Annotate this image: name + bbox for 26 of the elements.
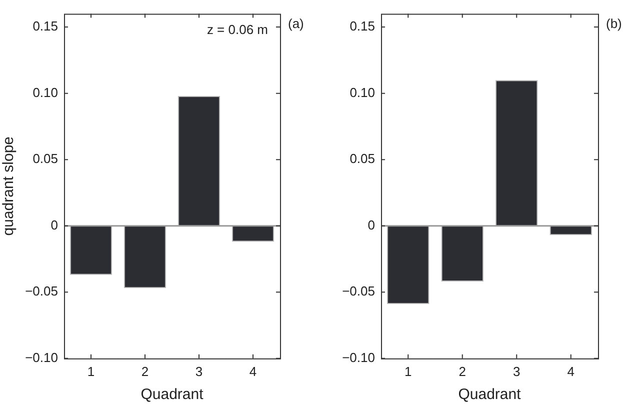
x-axis-title: Quadrant bbox=[458, 386, 522, 404]
x-tick-label: 3 bbox=[513, 364, 520, 379]
text: (a) bbox=[288, 16, 304, 31]
y-tick-label: 0 bbox=[368, 217, 375, 232]
x-tick-label: 1 bbox=[87, 364, 95, 379]
y-tick-label: −0.10 bbox=[342, 350, 375, 365]
x-tick-label: 2 bbox=[458, 364, 466, 379]
y-tick-label: 0 bbox=[50, 217, 58, 232]
y-tick-label: 0.10 bbox=[32, 84, 58, 100]
y-tick-label: 0.05 bbox=[32, 151, 58, 166]
y-tick-label: 0.10 bbox=[350, 84, 375, 100]
y-tick-label: −0.10 bbox=[25, 350, 58, 365]
x-tick-label: 4 bbox=[249, 364, 257, 379]
x-tick-label: 4 bbox=[567, 364, 574, 379]
y-tick-label: 0.05 bbox=[350, 151, 375, 166]
x-tick-label: 3 bbox=[195, 364, 203, 379]
x-tick-label: 1 bbox=[404, 364, 412, 379]
y-tick-label: −0.05 bbox=[342, 284, 375, 299]
annotation: z = 0.06 m bbox=[206, 22, 268, 37]
y-tick-label: 0.15 bbox=[350, 18, 375, 34]
y-tick-label: −0.05 bbox=[25, 284, 58, 299]
x-axis-title: Quadrant bbox=[140, 386, 204, 404]
text: (b) bbox=[606, 16, 622, 31]
x-tick-label: 2 bbox=[141, 364, 149, 379]
y-tick-label: 0.15 bbox=[32, 18, 58, 34]
y-axis-title: quadrant slope bbox=[0, 136, 18, 236]
